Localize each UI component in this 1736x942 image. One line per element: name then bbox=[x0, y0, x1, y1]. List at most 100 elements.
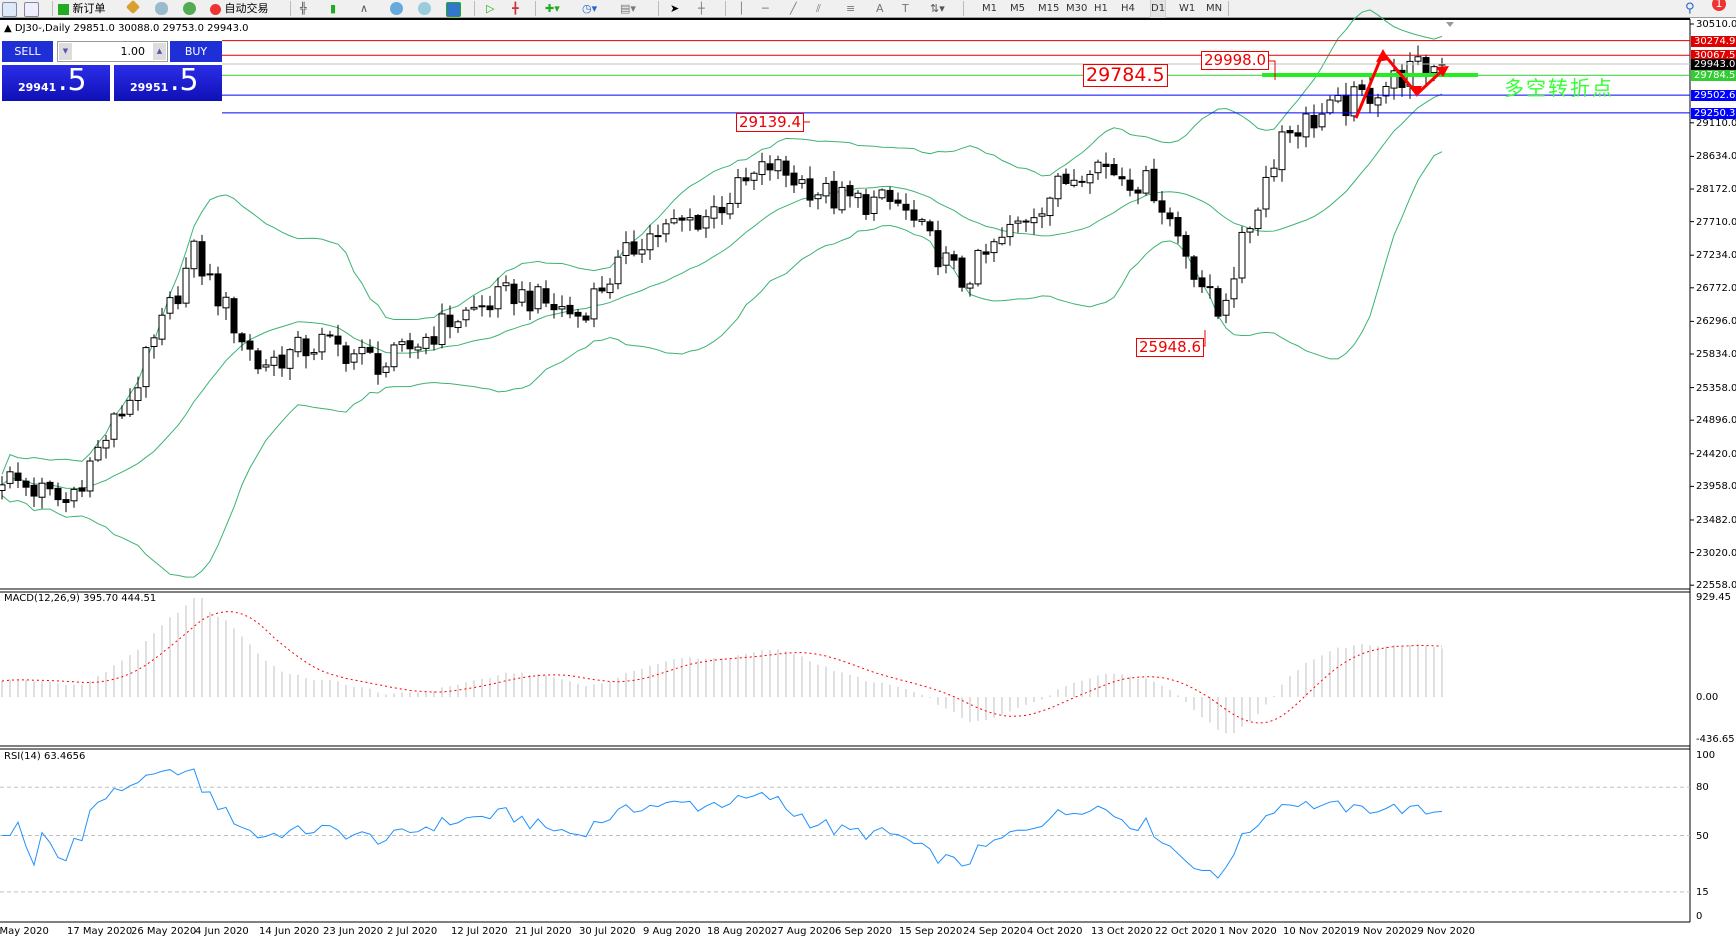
notification-badge[interactable]: 1 bbox=[1712, 0, 1726, 11]
cloud-icon[interactable] bbox=[155, 2, 168, 15]
candle bbox=[382, 366, 390, 373]
sell-price-button[interactable]: 29941 .5 bbox=[2, 63, 110, 101]
zoom-in-icon[interactable] bbox=[390, 2, 403, 15]
candle bbox=[438, 313, 446, 346]
candle bbox=[486, 305, 494, 311]
bar-chart-icon[interactable]: ╬ bbox=[300, 2, 307, 15]
candle bbox=[774, 159, 782, 172]
date-axis-label: 17 May 2020 bbox=[67, 926, 133, 937]
price-label-25948[interactable]: 25948.6 bbox=[1136, 338, 1205, 357]
price-axis-label: 22558.0 bbox=[1696, 580, 1736, 592]
line-chart-icon[interactable]: ∧ bbox=[360, 2, 369, 15]
timeframe-h1[interactable]: H1 bbox=[1094, 3, 1108, 14]
buy-button[interactable]: BUY bbox=[170, 41, 222, 62]
candle bbox=[230, 298, 238, 334]
candle bbox=[1150, 168, 1158, 202]
equidistant-channel-icon[interactable]: ⫽ bbox=[816, 2, 821, 15]
rsi-axis-label: 50 bbox=[1696, 830, 1709, 842]
candle bbox=[670, 218, 678, 224]
zoom-out-icon[interactable] bbox=[418, 2, 431, 15]
macd-label: MACD(12,26,9) 395.70 444.51 bbox=[4, 593, 157, 604]
candle bbox=[1038, 213, 1046, 217]
new-chart-icon[interactable] bbox=[2, 2, 17, 17]
candle bbox=[78, 487, 86, 492]
periods-icon[interactable]: ◷▾ bbox=[582, 2, 598, 15]
templates-icon[interactable]: ▤▾ bbox=[620, 2, 636, 15]
date-axis-label: 13 Oct 2020 bbox=[1091, 926, 1153, 937]
candle bbox=[22, 480, 30, 488]
auto-scroll-icon[interactable]: ▷ bbox=[486, 2, 495, 15]
price-axis-label: 26296.0 bbox=[1696, 316, 1736, 328]
trendline-icon[interactable]: ╱ bbox=[790, 2, 797, 15]
timeframe-m30[interactable]: M30 bbox=[1066, 3, 1088, 14]
turning-point-text[interactable]: 多空转折点 bbox=[1504, 76, 1614, 100]
fibonacci-icon[interactable]: ≡ bbox=[846, 2, 856, 15]
candle bbox=[718, 206, 726, 214]
date-axis-label: 24 Sep 2020 bbox=[963, 926, 1027, 937]
crosshair-icon[interactable]: ┼ bbox=[698, 2, 705, 15]
price-label-29998[interactable]: 29998.0 bbox=[1201, 51, 1270, 70]
price-label-29784[interactable]: 29784.5 bbox=[1083, 64, 1168, 87]
signal-icon[interactable] bbox=[183, 2, 196, 15]
candlestick-chart-icon[interactable]: ▮ bbox=[330, 2, 337, 15]
price-axis-label: 27710.0 bbox=[1696, 216, 1736, 228]
timeframe-h4[interactable]: H4 bbox=[1121, 3, 1135, 14]
date-axis-label: 26 May 2020 bbox=[131, 926, 197, 937]
candle bbox=[1310, 114, 1318, 129]
new-order-button[interactable]: 新订单 bbox=[58, 0, 106, 17]
sell-button[interactable]: SELL bbox=[2, 41, 53, 62]
chart-collapse-icon[interactable]: ▲ bbox=[4, 23, 12, 34]
buy-price-button[interactable]: 29951 .5 bbox=[114, 63, 222, 101]
timeframe-w1[interactable]: W1 bbox=[1179, 3, 1196, 14]
candle bbox=[454, 321, 462, 329]
candle bbox=[886, 189, 894, 202]
auto-trade-button[interactable]: 自动交易 bbox=[210, 0, 269, 17]
candle bbox=[0, 484, 6, 491]
timeframe-m5[interactable]: M5 bbox=[1010, 3, 1025, 14]
candle bbox=[166, 297, 174, 314]
price-axis-label: 27234.0 bbox=[1696, 250, 1736, 262]
candle bbox=[510, 283, 518, 305]
indicators-icon[interactable]: ✚▾ bbox=[545, 2, 560, 15]
candle bbox=[1222, 299, 1230, 316]
candle bbox=[222, 296, 230, 309]
price-tag-29502.6: 29502.6 bbox=[1691, 90, 1736, 102]
candle bbox=[1390, 70, 1398, 89]
candle bbox=[710, 206, 718, 219]
candle bbox=[254, 350, 262, 370]
candle bbox=[622, 242, 630, 257]
vertical-line-icon[interactable]: │ bbox=[738, 2, 745, 15]
arrows-icon[interactable]: ⇅▾ bbox=[930, 2, 945, 15]
timeframe-mn[interactable]: MN bbox=[1206, 3, 1223, 14]
candle bbox=[798, 179, 806, 184]
chart-shift-icon[interactable]: ╋ bbox=[512, 2, 519, 15]
text-tool-icon[interactable]: A bbox=[876, 2, 884, 15]
timeframe-d1[interactable]: D1 bbox=[1150, 0, 1167, 18]
date-axis-label: 23 Jun 2020 bbox=[323, 926, 384, 937]
candle bbox=[86, 460, 94, 492]
candle bbox=[1278, 131, 1286, 171]
zoom-window-icon[interactable] bbox=[24, 2, 39, 17]
candle bbox=[1238, 231, 1246, 279]
timeframe-m1[interactable]: M1 bbox=[982, 3, 997, 14]
lot-size-value[interactable]: 1.00 bbox=[120, 45, 146, 58]
candle bbox=[958, 257, 966, 288]
price-label-29139[interactable]: 29139.4 bbox=[736, 113, 805, 132]
candle bbox=[1166, 212, 1174, 220]
cursor-icon[interactable]: ➤ bbox=[670, 2, 680, 15]
date-axis-label: 19 Nov 2020 bbox=[1347, 926, 1412, 937]
tile-windows-icon[interactable] bbox=[446, 2, 461, 17]
macd-axis-label: 929.45 bbox=[1696, 592, 1731, 603]
lot-decrease-button[interactable]: ▼ bbox=[59, 43, 72, 60]
text-label-icon[interactable]: T bbox=[902, 2, 909, 15]
candle bbox=[598, 287, 606, 292]
timeframe-m15[interactable]: M15 bbox=[1038, 3, 1060, 14]
candle bbox=[182, 267, 190, 304]
lot-increase-button[interactable]: ▲ bbox=[153, 43, 166, 60]
horizontal-line-icon[interactable]: ─ bbox=[762, 2, 769, 15]
candle bbox=[1334, 94, 1342, 102]
search-icon[interactable]: ⚲ bbox=[1685, 1, 1695, 16]
candle bbox=[174, 295, 182, 305]
lot-size-input[interactable]: ▼ 1.00 ▲ bbox=[57, 41, 168, 62]
